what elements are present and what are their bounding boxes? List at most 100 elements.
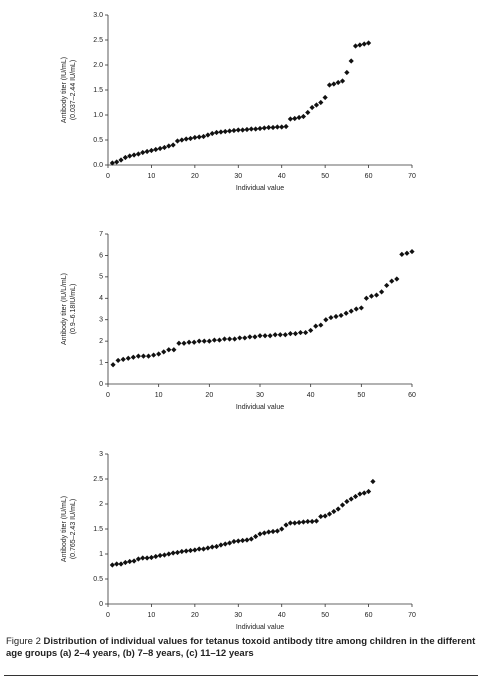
- point: [157, 145, 163, 152]
- x-tick-label: 10: [148, 612, 156, 619]
- point: [292, 520, 298, 526]
- point: [240, 537, 246, 544]
- point: [357, 491, 363, 497]
- point: [335, 79, 341, 86]
- y-tick-label: 3: [99, 451, 103, 458]
- point: [244, 537, 250, 543]
- point: [200, 546, 207, 552]
- y-axis-label: (0.765–2.43 IU/mL): [70, 499, 77, 559]
- point: [267, 333, 273, 339]
- point: [227, 128, 233, 134]
- point: [339, 502, 346, 508]
- point: [222, 128, 228, 135]
- y-tick-label: 2.0: [93, 62, 103, 69]
- y-tick-label: 2: [99, 501, 103, 508]
- point: [287, 331, 293, 337]
- figure: 0.00.51.01.52.02.53.00 10 20 30 40 50 60 70Indi…: [61, 12, 416, 631]
- y-tick-label: 1: [99, 551, 103, 558]
- point: [272, 332, 278, 338]
- point: [209, 544, 215, 550]
- point: [110, 362, 116, 368]
- point: [253, 533, 259, 540]
- caption-label: Figure 2: [6, 636, 41, 647]
- point: [144, 555, 150, 561]
- point: [127, 558, 133, 565]
- x-tick-label: 30: [234, 173, 242, 180]
- caption-text: Distribution of individual values for te…: [6, 636, 476, 659]
- y-tick-label: 1.5: [93, 526, 103, 533]
- point: [287, 116, 293, 122]
- point: [283, 522, 289, 528]
- point: [361, 41, 367, 47]
- point: [353, 306, 359, 312]
- y-axis-label: (0.9–6.18IU/mL): [70, 284, 77, 335]
- point: [266, 124, 272, 131]
- point: [358, 305, 364, 311]
- point: [218, 129, 224, 135]
- point: [318, 322, 324, 328]
- x-axis-label: Individual value: [236, 404, 284, 411]
- point: [244, 126, 250, 133]
- point: [296, 519, 302, 526]
- point: [379, 289, 385, 295]
- point: [151, 352, 157, 358]
- point: [361, 490, 367, 496]
- point: [274, 528, 280, 534]
- x-tick-label: 40: [278, 612, 286, 619]
- point: [109, 160, 115, 166]
- point: [114, 159, 120, 165]
- point: [213, 543, 220, 550]
- point: [170, 142, 176, 148]
- point: [248, 536, 254, 542]
- point: [303, 329, 309, 336]
- y-tick-label: 3.0: [93, 12, 103, 19]
- point: [179, 137, 185, 143]
- x-tick-label: 20: [191, 612, 199, 619]
- point: [122, 154, 128, 161]
- point: [331, 508, 337, 515]
- x-tick-label: 0: [106, 612, 110, 619]
- x-tick-label: 50: [321, 173, 329, 180]
- point: [187, 135, 194, 142]
- y-tick-label: 7: [99, 231, 103, 238]
- point: [348, 496, 354, 502]
- y-tick-label: 5: [99, 274, 103, 281]
- point: [365, 488, 372, 495]
- x-tick-label: 40: [307, 392, 315, 399]
- point: [326, 82, 333, 88]
- point: [328, 314, 334, 321]
- point: [322, 513, 328, 519]
- point: [192, 547, 198, 553]
- point: [171, 347, 177, 353]
- x-tick-label: 20: [205, 392, 213, 399]
- point: [363, 295, 369, 301]
- point: [191, 339, 197, 345]
- y-tick-label: 4: [99, 295, 103, 302]
- point: [135, 353, 141, 359]
- point: [135, 556, 141, 562]
- point: [368, 293, 375, 299]
- x-tick-label: 20: [191, 173, 199, 180]
- y-tick-label: 6: [99, 252, 103, 259]
- point: [335, 506, 341, 512]
- point: [120, 356, 126, 362]
- point: [338, 312, 344, 319]
- point: [257, 125, 263, 132]
- point: [221, 336, 228, 342]
- point: [122, 559, 128, 566]
- point: [187, 547, 194, 554]
- point: [253, 126, 259, 132]
- point: [305, 518, 311, 525]
- point: [292, 331, 299, 337]
- point: [209, 130, 215, 137]
- x-tick-label: 0: [106, 173, 110, 180]
- y-tick-label: 0.0: [93, 162, 103, 169]
- point: [231, 538, 237, 545]
- point: [292, 115, 298, 122]
- point: [252, 334, 258, 340]
- y-tick-label: 0.5: [93, 137, 103, 144]
- point: [279, 124, 285, 130]
- point: [296, 114, 302, 121]
- point: [200, 133, 207, 140]
